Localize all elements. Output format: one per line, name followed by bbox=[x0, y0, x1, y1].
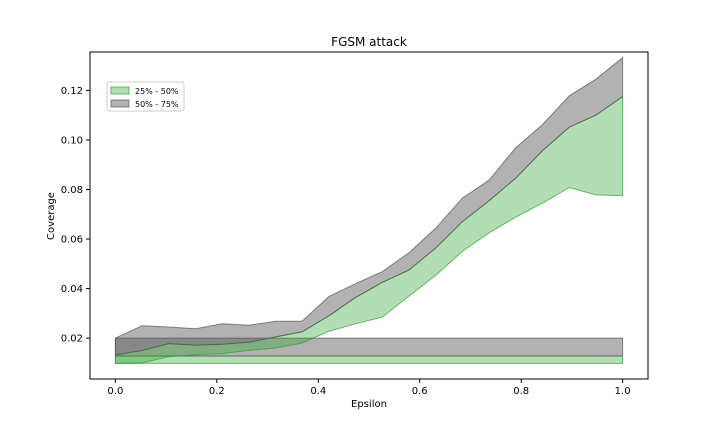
legend-swatch bbox=[110, 86, 130, 95]
x-tick-label: 0.4 bbox=[310, 386, 326, 397]
legend-box bbox=[106, 81, 185, 112]
y-tick-label: 0.02 bbox=[61, 334, 83, 345]
y-axis-ticks: 0.02 0.04 0.06 0.08 0.10 0.12 bbox=[61, 86, 90, 345]
plot-frame bbox=[89, 51, 649, 380]
y-axis-label: Coverage bbox=[46, 192, 57, 240]
x-tick-label: 0.6 bbox=[412, 386, 428, 397]
y-tick-label: 0.10 bbox=[61, 135, 83, 146]
x-tick-label: 0.8 bbox=[513, 386, 529, 397]
x-axis-ticks: 0.0 0.2 0.4 0.6 0.8 1.0 bbox=[107, 379, 631, 397]
x-axis-label: Epsilon bbox=[351, 399, 387, 410]
legend-swatch bbox=[110, 99, 130, 108]
band-green-0 bbox=[114, 355, 624, 364]
legend: 25% - 50% 50% - 75% bbox=[106, 81, 185, 112]
y-tick-label: 0.12 bbox=[61, 86, 83, 97]
chart-title: FGSM attack bbox=[331, 35, 407, 49]
y-tick-label: 0.08 bbox=[61, 185, 83, 196]
legend-label: 50% - 75% bbox=[135, 100, 179, 109]
y-tick-label: 0.04 bbox=[61, 284, 83, 295]
legend-label: 25% - 50% bbox=[135, 87, 179, 96]
band-layer bbox=[114, 56, 624, 364]
axes-frame bbox=[89, 51, 649, 380]
x-tick-label: 1.0 bbox=[615, 386, 631, 397]
x-tick-label: 0.2 bbox=[209, 386, 225, 397]
x-tick-label: 0.0 bbox=[107, 386, 123, 397]
band-gray-3 bbox=[114, 56, 624, 356]
y-tick-label: 0.06 bbox=[61, 235, 83, 246]
